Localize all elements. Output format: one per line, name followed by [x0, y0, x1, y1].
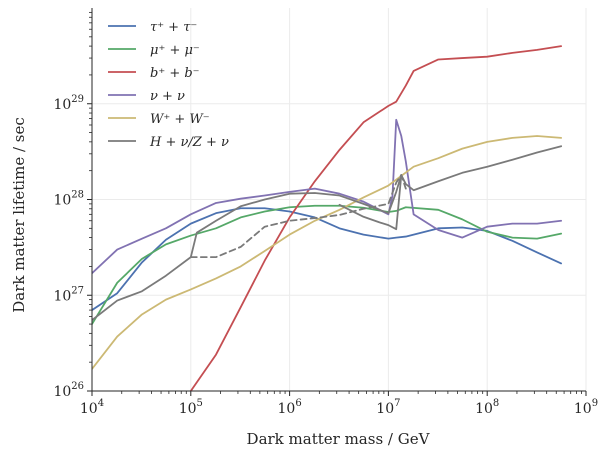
legend: τ⁺ + τ⁻ μ⁺ + μ⁻ b⁺ + b⁻ ν + ν W⁺ + W⁻ H + ν/Z… — [108, 20, 229, 150]
legend-label: W⁺ + W⁻ — [150, 112, 210, 127]
series-line-2 — [189, 45, 563, 391]
y-tick-exponent: 29 — [71, 94, 84, 105]
x-tick-exponent: 7 — [394, 398, 400, 409]
x-tick-label: 108 — [475, 398, 499, 417]
x-tick-label: 109 — [574, 398, 598, 417]
y-tick-label: 1028 — [53, 190, 84, 209]
x-tick-exponent: 5 — [197, 398, 203, 409]
y-tick-base: 10 — [53, 97, 71, 113]
series-lines — [92, 45, 563, 391]
y-tick-label: 1029 — [53, 94, 84, 113]
y-tick-base: 10 — [53, 288, 71, 304]
x-tick-exponent: 8 — [493, 398, 499, 409]
x-tick-base: 10 — [475, 401, 493, 417]
series-line-7 — [338, 174, 403, 231]
legend-label: τ⁺ + τ⁻ — [150, 20, 197, 35]
y-tick-exponent: 28 — [71, 190, 84, 201]
legend-label: μ⁺ + μ⁻ — [150, 43, 200, 58]
x-tick-label: 105 — [179, 398, 203, 417]
x-axis-label: Dark matter mass / GeV — [247, 430, 431, 448]
y-tick-label: 1027 — [53, 285, 84, 304]
series-line-5 — [92, 145, 563, 322]
series-line-4 — [92, 135, 563, 370]
y-tick-exponent: 26 — [71, 381, 84, 392]
x-tick-label: 106 — [277, 398, 301, 417]
y-axis-label: Dark matter lifetime / sec — [10, 117, 28, 313]
x-tick-base: 10 — [376, 401, 394, 417]
series-line-6 — [189, 174, 407, 259]
x-tick-base: 10 — [277, 401, 295, 417]
x-tick-label: 104 — [80, 398, 104, 417]
y-tick-base: 10 — [53, 384, 71, 400]
x-tick-exponent: 9 — [592, 398, 598, 409]
x-tick-base: 10 — [179, 401, 197, 417]
y-tick-exponent: 27 — [71, 285, 84, 296]
y-tick-base: 10 — [53, 193, 71, 209]
legend-label: H + ν/Z + ν — [149, 135, 229, 150]
x-tick-exponent: 6 — [295, 398, 301, 409]
x-tick-base: 10 — [80, 401, 98, 417]
x-tick-base: 10 — [574, 401, 592, 417]
x-tick-label: 107 — [376, 398, 400, 417]
x-tick-exponent: 4 — [98, 398, 104, 409]
legend-label: ν + ν — [150, 89, 185, 104]
y-tick-label: 1026 — [53, 381, 84, 400]
legend-label: b⁺ + b⁻ — [150, 66, 200, 81]
